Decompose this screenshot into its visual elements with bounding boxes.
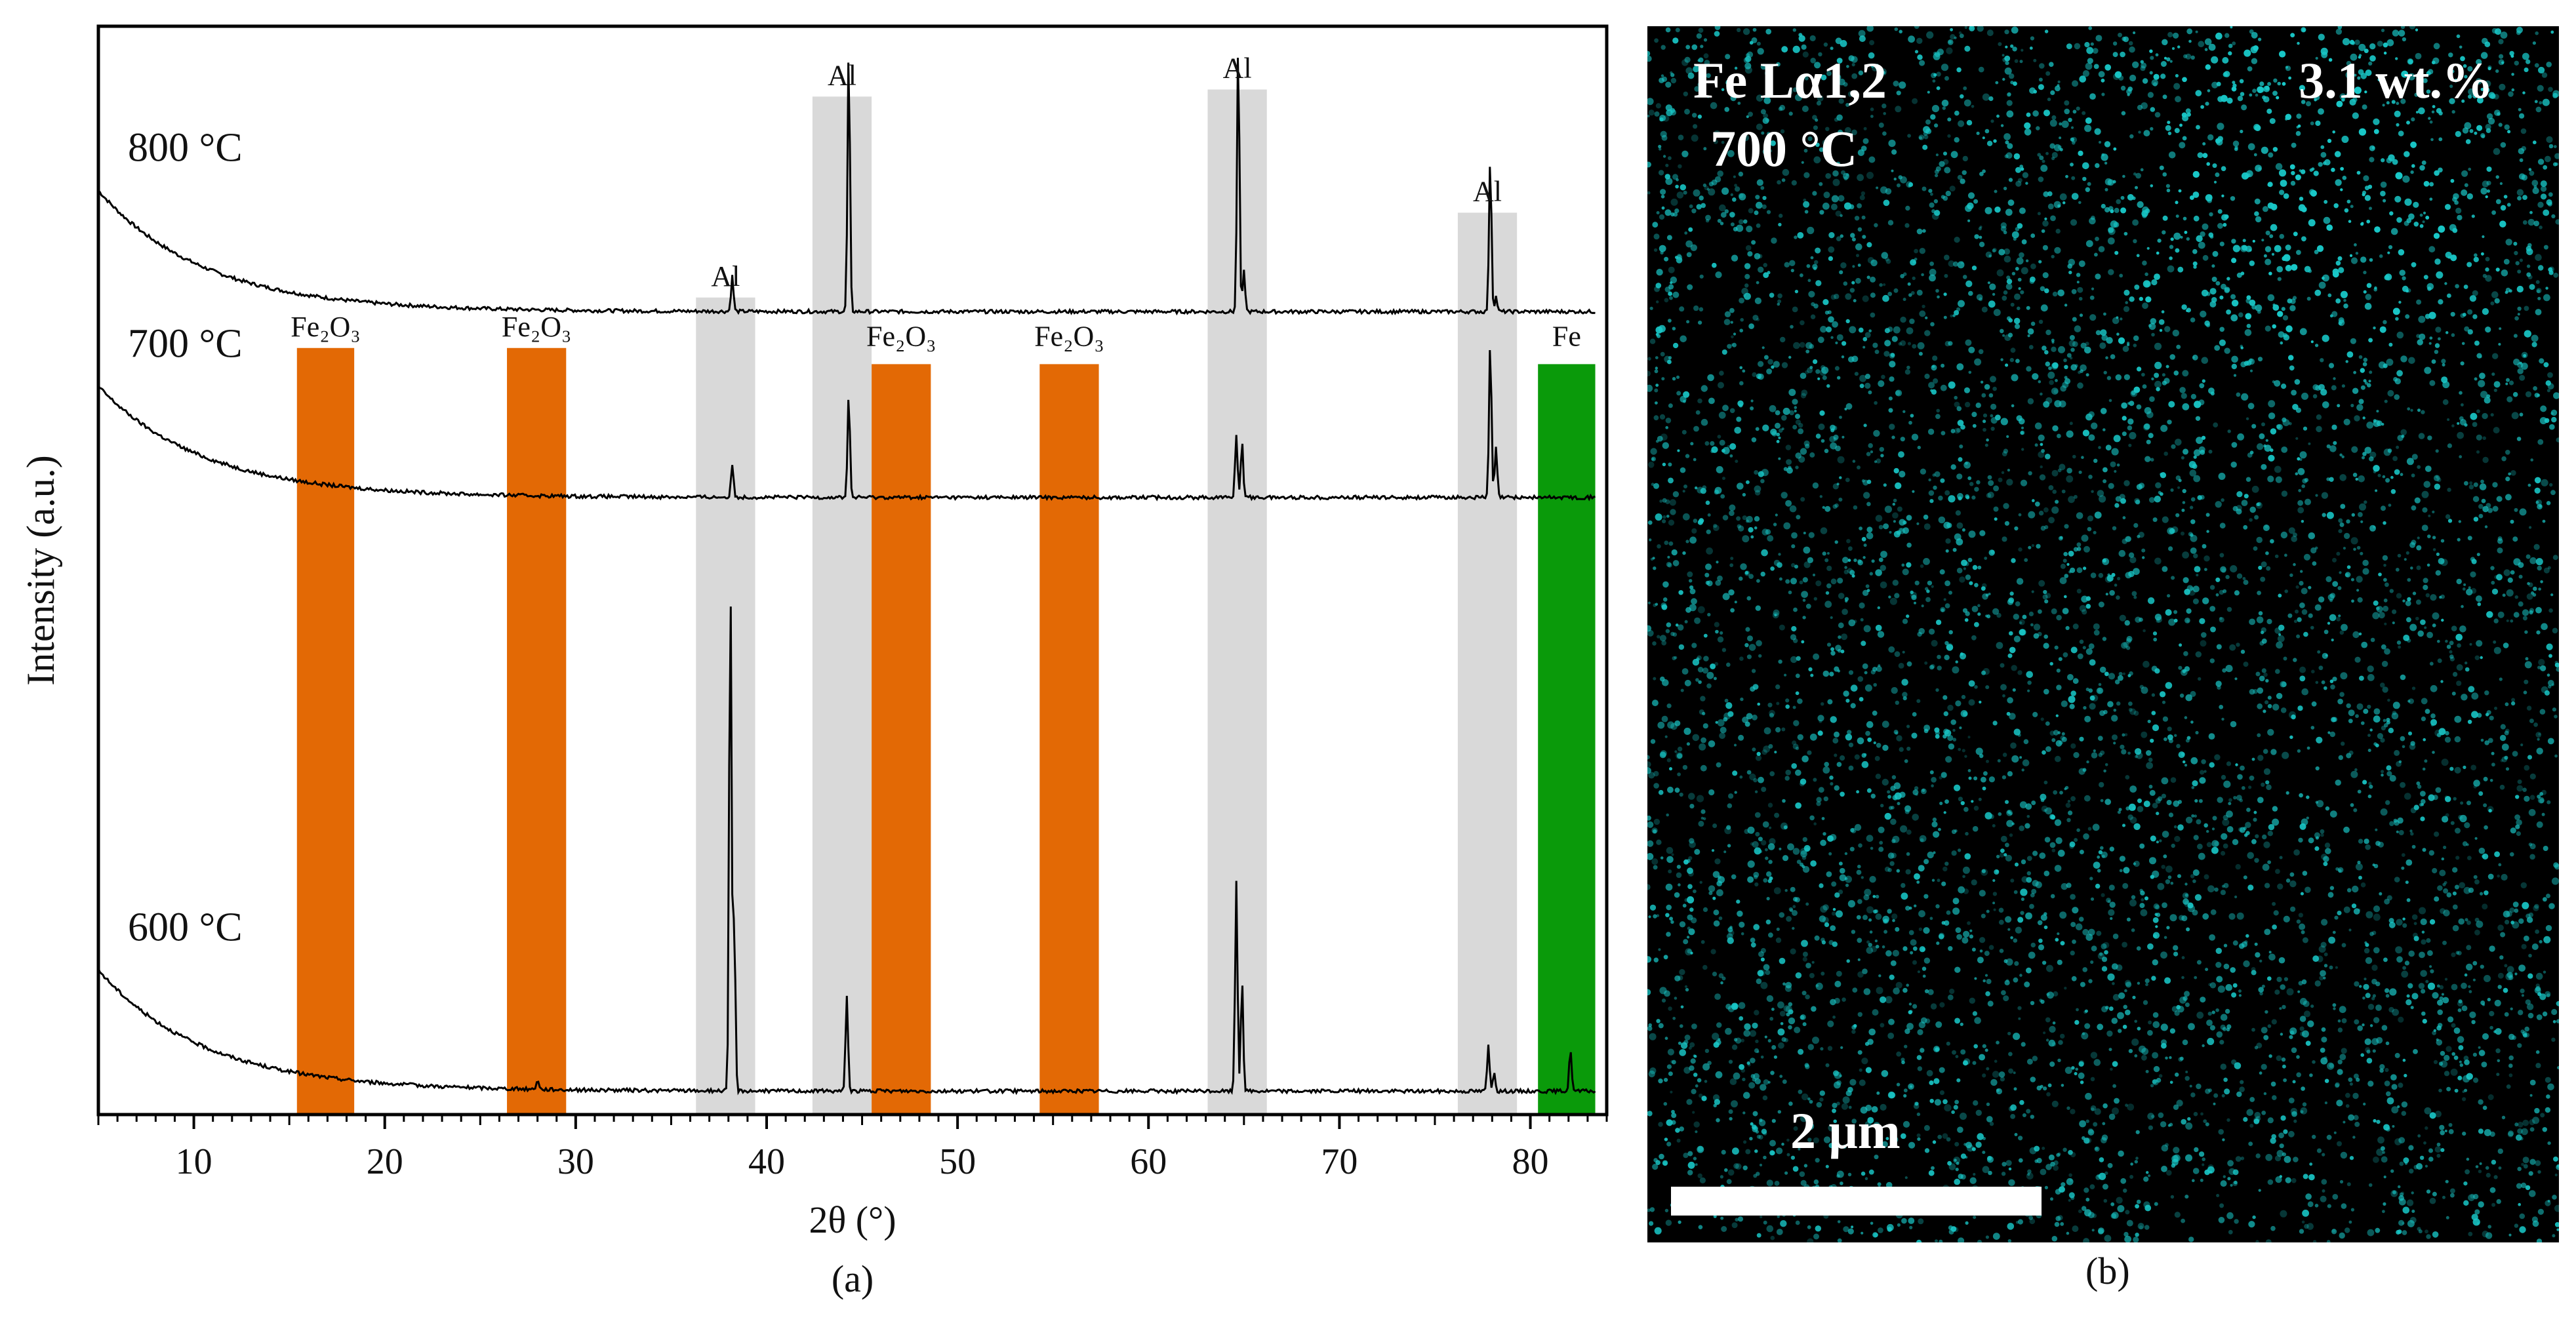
phase-band — [1458, 212, 1517, 1115]
x-tick-label: 10 — [176, 1141, 212, 1182]
phase-band — [696, 298, 755, 1115]
x-axis-label: 2θ (°) — [809, 1198, 896, 1241]
phase-label: Al — [1223, 52, 1252, 85]
panel-a-caption: (a) — [832, 1258, 874, 1300]
series-label: 700 °C — [128, 321, 243, 366]
series-label: 600 °C — [128, 905, 243, 949]
phase-band — [297, 348, 354, 1115]
map-temperature: 700 °C — [1710, 119, 1857, 178]
phase-band — [1538, 364, 1595, 1115]
x-tick-label: 30 — [557, 1141, 594, 1182]
phase-band — [872, 364, 931, 1115]
phase-label: Al — [1473, 175, 1502, 207]
y-axis-label: Intensity (a.u.) — [19, 455, 62, 686]
x-tick-label: 50 — [939, 1141, 976, 1182]
phase-band — [813, 96, 872, 1115]
phase-label: Fe₂O₃ — [502, 311, 571, 343]
eds-map-image — [1647, 26, 2559, 1242]
phase-band — [507, 348, 566, 1115]
xrd-series-line — [98, 58, 1596, 313]
x-tick-label: 80 — [1512, 1141, 1549, 1182]
map-element-line: Fe Lα1,2 — [1693, 51, 1887, 110]
x-tick-label: 60 — [1130, 1141, 1167, 1182]
phase-band — [1039, 364, 1098, 1115]
series-label: 800 °C — [128, 126, 243, 170]
phase-label: Fe₂O₃ — [866, 320, 936, 352]
phase-label: Al — [828, 59, 856, 91]
panel-b-caption: (b) — [2085, 1249, 2130, 1293]
x-tick-label: 70 — [1321, 1141, 1358, 1182]
xrd-chart-svg: 10 20 30 40 50 60 70 80 2θ (°) Intensity (a.u.) (a… — [0, 0, 1640, 1324]
xrd-chart: 10 20 30 40 50 60 70 80 2θ (°) Intensity (a.u.) (a… — [0, 0, 1640, 1324]
scale-bar — [1671, 1187, 2042, 1216]
phase-label: Al — [711, 260, 740, 292]
scale-bar-label: 2 μm — [1790, 1101, 1901, 1160]
map-concentration: 3.1 wt.% — [2299, 51, 2493, 110]
map-speckle-layer — [1647, 26, 2559, 1242]
phase-label: Fe₂O₃ — [1034, 320, 1104, 352]
phase-label: Fe₂O₃ — [291, 311, 360, 343]
phase-label: Fe — [1552, 320, 1581, 352]
eds-map: Fe Lα1,2 700 °C 3.1 wt.% 2 μm — [1647, 26, 2559, 1242]
x-tick-label: 40 — [748, 1141, 785, 1182]
x-tick-label: 20 — [367, 1141, 403, 1182]
